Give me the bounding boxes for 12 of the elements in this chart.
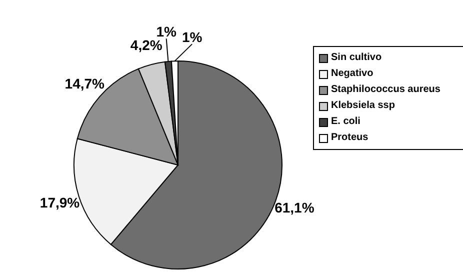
legend-label: E. coli [331,115,360,129]
data-label: 4,2% [130,37,163,54]
data-label: 61,1% [274,200,315,216]
legend-label: Staphilococcus aureus [331,83,440,97]
legend-label: Sin cultivo [331,51,382,65]
legend-label: Klebsiela ssp [331,99,395,113]
legend-label: Proteus [331,131,368,145]
data-label: 14,7% [64,75,106,92]
legend-label: Negativo [331,67,374,81]
data-label: 1% [182,29,203,46]
data-label: 1% [156,24,177,40]
data-label: 17,9% [40,194,80,210]
